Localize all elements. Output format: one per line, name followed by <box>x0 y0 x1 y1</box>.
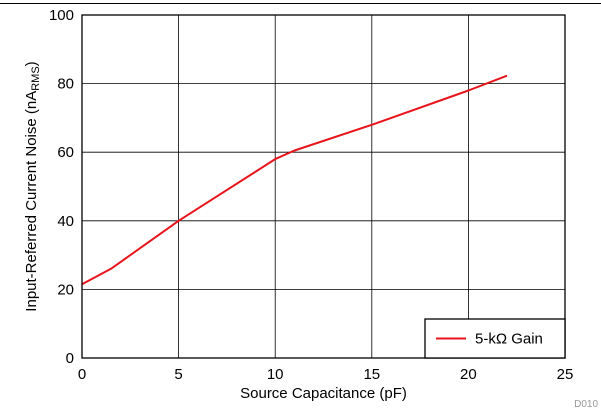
x-tick-label: 10 <box>267 366 284 383</box>
x-axis-title: Source Capacitance (pF) <box>240 385 407 402</box>
legend: 5-kΩ Gain <box>424 318 566 359</box>
series-line-5k-gain <box>81 74 508 286</box>
x-tick-labels: 0 5 10 15 20 25 <box>78 366 574 383</box>
x-tick-label: 15 <box>363 366 380 383</box>
x-tick-label: 20 <box>460 366 477 383</box>
y-tick-label: 40 <box>57 213 74 230</box>
y-tick-label: 80 <box>57 76 74 93</box>
y-tick-label: 0 <box>66 350 74 367</box>
y-tick-label: 100 <box>49 7 74 24</box>
y-tick-label: 60 <box>57 144 74 161</box>
series-lines <box>81 74 508 286</box>
y-axis-title: Input-Referred Current Noise (nARMS) <box>23 61 42 311</box>
grid-lines <box>81 14 566 359</box>
x-tick-label: 5 <box>174 366 182 383</box>
plot-area-frame <box>81 14 566 359</box>
y-axis-title-subscript: RMS <box>30 66 42 90</box>
legend-label-5k-gain: 5-kΩ Gain <box>475 331 543 348</box>
x-tick-label: 25 <box>557 366 574 383</box>
y-tick-label: 20 <box>57 281 74 298</box>
y-axis-title-main: Input-Referred Current Noise (nA <box>23 91 40 312</box>
y-tick-labels: 0 20 40 60 80 100 <box>49 7 74 367</box>
y-axis-title-suffix: ) <box>23 61 40 66</box>
x-tick-label: 0 <box>78 366 86 383</box>
figure-code: D010 <box>574 399 598 410</box>
top-rule <box>0 3 601 4</box>
